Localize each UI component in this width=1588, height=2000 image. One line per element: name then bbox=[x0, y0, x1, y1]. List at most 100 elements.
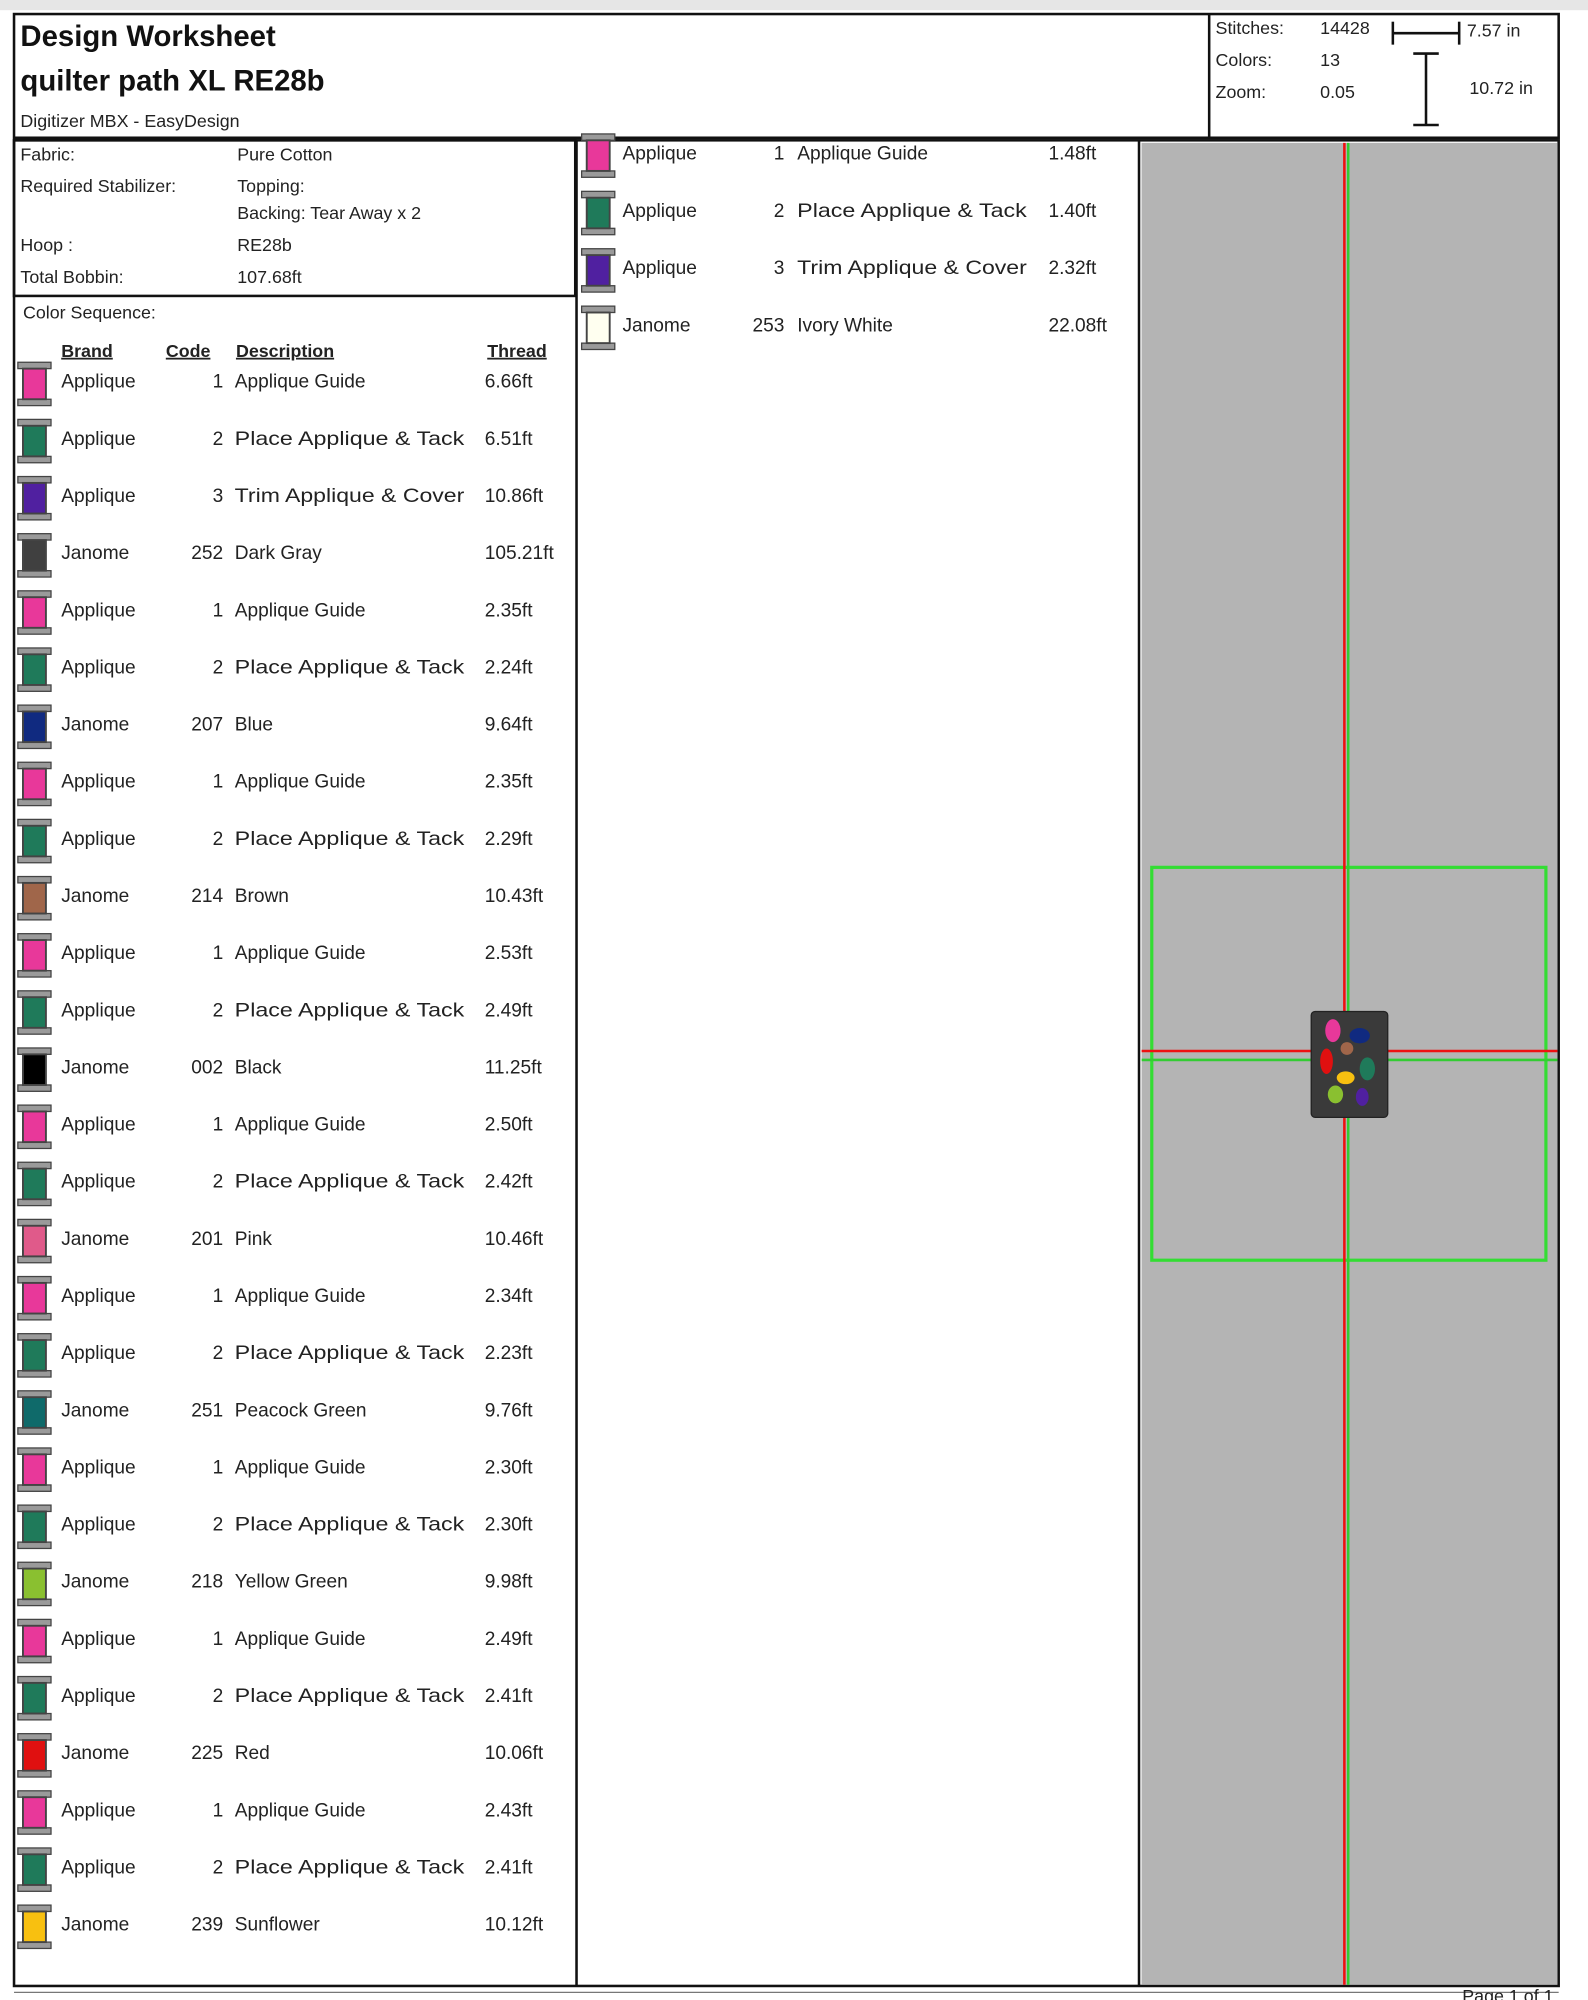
brand: Applique bbox=[61, 1286, 135, 1307]
thread: 10.12ft bbox=[485, 1915, 544, 1936]
brand: Applique bbox=[622, 258, 696, 279]
thread: 2.30ft bbox=[485, 1457, 534, 1478]
brand: Applique bbox=[61, 429, 135, 450]
code: 1 bbox=[213, 772, 224, 793]
thread: 2.35ft bbox=[485, 772, 534, 793]
color-swatch bbox=[22, 710, 47, 744]
thread: 2.49ft bbox=[485, 1000, 534, 1021]
spool-cap bbox=[17, 455, 52, 464]
color-swatch bbox=[22, 1339, 47, 1372]
color-swatch bbox=[22, 1910, 47, 1944]
code: 1 bbox=[213, 600, 224, 621]
brand: Applique bbox=[61, 1115, 135, 1136]
code: 3 bbox=[774, 258, 785, 279]
description: Place Applique & Tack bbox=[797, 201, 1027, 222]
brand: Applique bbox=[61, 1857, 135, 1878]
blob bbox=[1359, 1057, 1375, 1081]
color-swatch bbox=[22, 1110, 47, 1144]
thread: 9.98ft bbox=[485, 1572, 534, 1593]
code: 2 bbox=[213, 657, 224, 678]
description: Applique Guide bbox=[235, 1286, 366, 1307]
title: Design Worksheet bbox=[20, 20, 276, 53]
brand: Applique bbox=[61, 600, 135, 621]
code: 2 bbox=[213, 429, 224, 450]
brand: Janome bbox=[61, 1229, 129, 1250]
code: 218 bbox=[191, 1572, 223, 1593]
brand: Janome bbox=[61, 1400, 129, 1421]
code: 1 bbox=[213, 1629, 224, 1650]
color-swatch bbox=[22, 767, 47, 801]
description: Applique Guide bbox=[797, 143, 928, 164]
color-swatch bbox=[22, 1567, 47, 1601]
thread: 2.29ft bbox=[485, 829, 534, 850]
color-swatch bbox=[22, 481, 47, 515]
thread: 2.24ft bbox=[485, 657, 534, 678]
blob bbox=[1336, 1071, 1355, 1085]
spool-cap bbox=[17, 1161, 52, 1170]
color-swatch bbox=[585, 196, 611, 230]
description: Applique Guide bbox=[235, 600, 366, 621]
thread: 10.86ft bbox=[485, 486, 544, 507]
code: 2 bbox=[213, 829, 224, 850]
spool-cap bbox=[17, 1312, 52, 1321]
color-swatch bbox=[22, 539, 47, 572]
thread: 6.51ft bbox=[485, 429, 534, 450]
color-swatch bbox=[22, 1224, 47, 1258]
design-thumbnail bbox=[1310, 1010, 1389, 1118]
code: 251 bbox=[191, 1400, 223, 1421]
color-swatch bbox=[22, 1739, 47, 1772]
label: Fabric: bbox=[20, 144, 75, 164]
blob bbox=[1325, 1019, 1341, 1043]
description: Place Applique & Tack bbox=[235, 1515, 465, 1536]
description: Trim Applique & Cover bbox=[235, 486, 465, 507]
code: 1 bbox=[213, 1115, 224, 1136]
software: Digitizer MBX - EasyDesign bbox=[20, 111, 239, 131]
color-swatch bbox=[22, 653, 47, 686]
code: 239 bbox=[191, 1915, 223, 1936]
brand: Applique bbox=[61, 372, 135, 393]
description: Applique Guide bbox=[235, 1115, 366, 1136]
code: 1 bbox=[213, 943, 224, 964]
color-swatch bbox=[22, 1167, 47, 1201]
color-swatch bbox=[22, 1796, 47, 1829]
description: Red bbox=[235, 1743, 270, 1764]
blob bbox=[1349, 1028, 1370, 1044]
description: Place Applique & Tack bbox=[235, 1857, 465, 1878]
value: Pure Cotton bbox=[237, 144, 332, 164]
description: Place Applique & Tack bbox=[235, 429, 465, 450]
code: 225 bbox=[191, 1743, 223, 1764]
description: Place Applique & Tack bbox=[235, 829, 465, 850]
label: Stitches: bbox=[1216, 18, 1284, 38]
brand: Applique bbox=[61, 486, 135, 507]
brand: Applique bbox=[61, 1343, 135, 1364]
description: Brown bbox=[235, 886, 289, 907]
description: Pink bbox=[235, 1229, 273, 1250]
brand: Applique bbox=[61, 1686, 135, 1707]
width: 7.57 in bbox=[1467, 21, 1521, 41]
code: 201 bbox=[191, 1229, 223, 1250]
brand: Janome bbox=[61, 886, 129, 907]
thread: 2.41ft bbox=[485, 1857, 534, 1878]
description: Place Applique & Tack bbox=[235, 1172, 465, 1193]
page-number: Page 1 of 1 bbox=[1462, 1986, 1553, 2000]
brand: Applique bbox=[61, 829, 135, 850]
dimension-icons bbox=[1391, 21, 1461, 127]
code: 253 bbox=[753, 316, 785, 337]
thread: 2.42ft bbox=[485, 1172, 534, 1193]
code: 2 bbox=[774, 201, 785, 222]
brand: Applique bbox=[61, 1800, 135, 1821]
column-header: Code bbox=[166, 341, 211, 361]
code: 252 bbox=[191, 543, 223, 564]
brand: Applique bbox=[61, 1629, 135, 1650]
description: Yellow Green bbox=[235, 1572, 348, 1593]
description: Peacock Green bbox=[235, 1400, 367, 1421]
value: Backing: Tear Away x 2 bbox=[237, 203, 421, 223]
blob bbox=[1355, 1088, 1369, 1106]
description: Place Applique & Tack bbox=[235, 1000, 465, 1021]
brand: Applique bbox=[61, 657, 135, 678]
label: Hoop : bbox=[20, 235, 73, 255]
column-header: Thread bbox=[487, 341, 547, 361]
label: Colors: bbox=[1216, 50, 1273, 70]
